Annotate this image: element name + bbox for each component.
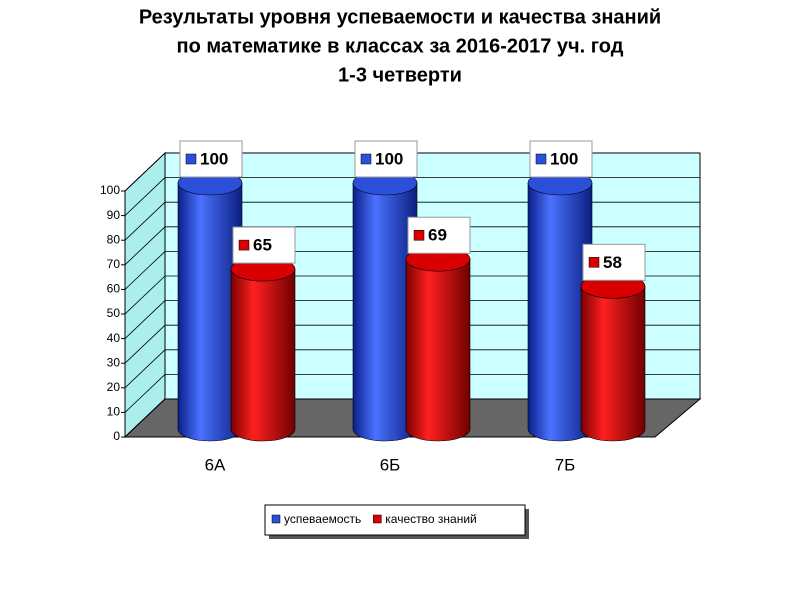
grid-line — [124, 398, 166, 438]
y-tick-label: 100 — [100, 183, 120, 197]
value-label-key — [588, 257, 600, 268]
grid-line — [124, 324, 166, 364]
chart-title: Результаты уровня успеваемости и качеств… — [139, 6, 661, 28]
bar — [230, 268, 296, 442]
grid-line — [124, 300, 166, 339]
grid-line — [124, 374, 166, 413]
x-tick-label: 6Б — [380, 455, 401, 474]
y-tick-label: 90 — [107, 208, 121, 222]
bars — [177, 170, 646, 442]
legend-label: успеваемость — [284, 512, 361, 526]
y-tick-label: 80 — [107, 232, 121, 246]
labels: 6А 100 65 6Б 100 69 7Б 100 58 — [179, 140, 646, 474]
y-tick-label: 0 — [113, 429, 120, 443]
y-tick-label: 60 — [107, 282, 121, 296]
value-label: 100 — [550, 149, 578, 168]
bar — [405, 258, 471, 442]
legend-key — [373, 514, 382, 524]
x-tick-label: 6А — [205, 455, 226, 474]
value-label: 100 — [375, 149, 403, 168]
value-label: 100 — [200, 149, 228, 168]
chart-title: по математике в классах за 2016-2017 уч.… — [177, 35, 624, 57]
legend-key — [271, 514, 281, 524]
value-label: 65 — [253, 236, 272, 255]
grid-line — [124, 152, 166, 192]
value-label: 69 — [428, 226, 447, 245]
grid-line — [124, 251, 166, 290]
value-label-key — [185, 153, 197, 165]
y-tick-label: 70 — [107, 257, 121, 271]
grid-line — [124, 177, 166, 216]
legend-label: качество знаний — [385, 512, 476, 526]
x-tick-label: 7Б — [555, 455, 576, 474]
grid-line — [124, 226, 166, 266]
y-tick-label: 50 — [107, 306, 121, 320]
value-label-key — [238, 239, 250, 251]
chart-title: 1-3 четверти — [338, 64, 462, 86]
y-tick-label: 20 — [107, 380, 121, 394]
grid-line — [124, 201, 166, 241]
value-label: 58 — [603, 253, 622, 272]
bar — [580, 286, 646, 442]
legend-items: успеваемость качество знаний — [271, 512, 477, 526]
y-tick-label: 30 — [107, 355, 121, 369]
value-label-key — [360, 153, 372, 165]
y-tick-label: 40 — [107, 331, 121, 345]
grid-line — [124, 349, 166, 389]
title-block: Результаты уровня успеваемости и качеств… — [139, 6, 661, 86]
legend — [264, 504, 526, 536]
grid-line — [124, 275, 166, 315]
value-label-key — [413, 230, 425, 241]
y-tick-label: 10 — [107, 405, 121, 419]
value-label-key — [535, 153, 547, 165]
